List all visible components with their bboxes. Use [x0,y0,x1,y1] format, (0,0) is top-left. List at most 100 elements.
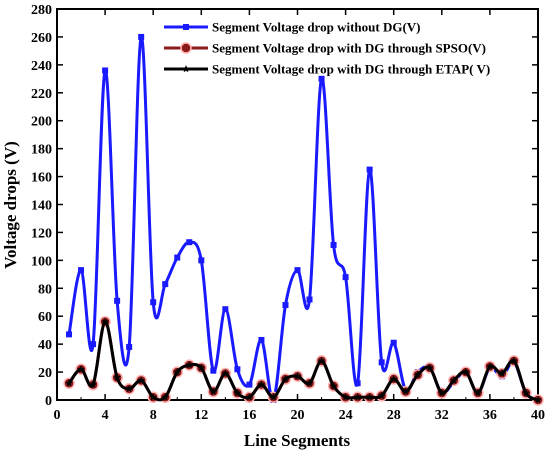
y-tick-label: 0 [45,394,52,409]
data-point [257,380,266,388]
y-tick-label: 40 [38,338,52,353]
data-point [65,379,73,387]
data-point [330,241,337,248]
legend-swatch-marker [182,65,190,73]
x-axis-title: Line Segments [244,431,351,450]
data-point [221,369,230,377]
x-tick-label: 16 [242,408,256,423]
data-point [317,356,326,365]
data-point [450,376,458,384]
series-line [67,35,539,402]
data-point [390,339,397,346]
data-point [269,393,278,401]
data-point [318,75,325,82]
y-tick-label: 260 [31,31,52,46]
data-point [66,331,73,338]
legend-label: Segment Voltage drop with DG through ETA… [212,62,490,77]
series-1 [66,33,541,403]
legend-label: Segment Voltage drop without DG(V) [212,20,421,35]
data-point [342,274,349,281]
legend-label: Segment Voltage drop with DG through SPS… [212,41,486,56]
x-tick-label: 20 [291,408,305,423]
series-line [67,320,539,402]
data-point [462,368,470,376]
data-point [305,379,314,387]
data-point [354,380,361,387]
data-point [522,389,530,397]
y-tick-label: 120 [31,226,52,241]
y-tick-label: 140 [31,199,52,214]
data-point [438,389,446,397]
data-point [498,369,506,377]
data-point [341,393,350,401]
data-point [101,317,109,326]
data-point [78,267,85,274]
data-point [198,257,205,264]
data-point [294,267,301,274]
data-point [353,393,362,401]
data-point [233,389,242,397]
x-tick-label: 40 [531,408,545,423]
data-point [209,387,218,395]
data-point [222,306,229,313]
y-tick-label: 60 [38,310,52,325]
data-point [234,366,241,373]
data-point [378,359,385,366]
data-point [161,393,170,401]
series-line [67,320,539,402]
data-point [366,166,373,173]
y-tick-label: 220 [31,87,52,102]
x-tick-label: 28 [387,408,401,423]
data-point [162,281,169,288]
data-point [246,381,253,388]
data-point [365,393,374,401]
data-point [186,239,193,246]
data-point [282,302,289,309]
data-point [389,375,398,383]
legend: Segment Voltage drop without DG(V) Segmen… [164,20,490,77]
data-point [137,376,145,384]
data-point [173,368,182,376]
y-tick-label: 100 [31,254,52,269]
data-point [113,373,121,381]
x-tick-label: 0 [54,408,61,423]
data-point [486,362,494,370]
data-point [281,375,290,383]
y-axis-title: Voltage drops (V) [1,141,20,269]
x-tick-label: 24 [339,408,353,423]
data-point [425,363,434,372]
y-tick-label: 80 [38,282,52,297]
data-point [125,384,133,393]
y-tick-label: 200 [31,115,52,130]
x-tick-label: 8 [150,408,157,423]
y-tick-label: 280 [31,3,52,18]
x-tick-label: 32 [435,408,449,423]
x-tick-label: 12 [194,408,208,423]
data-point [510,356,518,365]
data-point [77,365,85,373]
data-point [293,372,302,380]
data-point [258,336,265,343]
data-point [306,296,313,303]
data-point [114,297,121,304]
y-tick-label: 180 [31,143,52,158]
data-point [329,382,338,390]
data-point [534,396,542,404]
y-tick-label: 160 [31,171,52,186]
y-axis: 0 20 40 60 80 100 120 140 160 180 200 220 240 260 280 [31,3,538,409]
series-group [63,33,544,406]
series-2 [63,316,544,406]
data-point [197,363,206,372]
data-point [377,391,386,400]
y-tick-label: 240 [31,59,52,74]
data-point [210,367,217,374]
data-point [174,254,181,261]
data-point [245,393,254,401]
y-tick-label: 20 [38,366,52,381]
x-tick-label: 36 [483,408,497,423]
data-point [90,341,97,348]
data-point [474,389,482,397]
data-point [185,361,194,369]
data-point [413,370,422,379]
data-point [89,380,97,388]
